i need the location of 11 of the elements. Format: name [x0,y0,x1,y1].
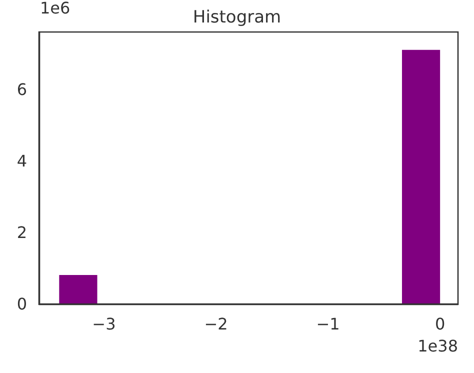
y-tick-label: 2 [16,222,27,242]
y-tick-label: 0 [16,294,27,314]
text: 1e6 [40,0,70,18]
y-tick-label: 4 [16,151,27,170]
x-tick-label: −1 [316,314,340,334]
x-tick-label: −3 [92,314,116,334]
x-tick-label: −2 [204,314,228,334]
chart-title: Histogram [192,8,282,28]
x-tick-label: 0 [434,314,446,334]
y-tick-label: 6 [16,80,27,99]
text: 1e38 [418,336,458,356]
